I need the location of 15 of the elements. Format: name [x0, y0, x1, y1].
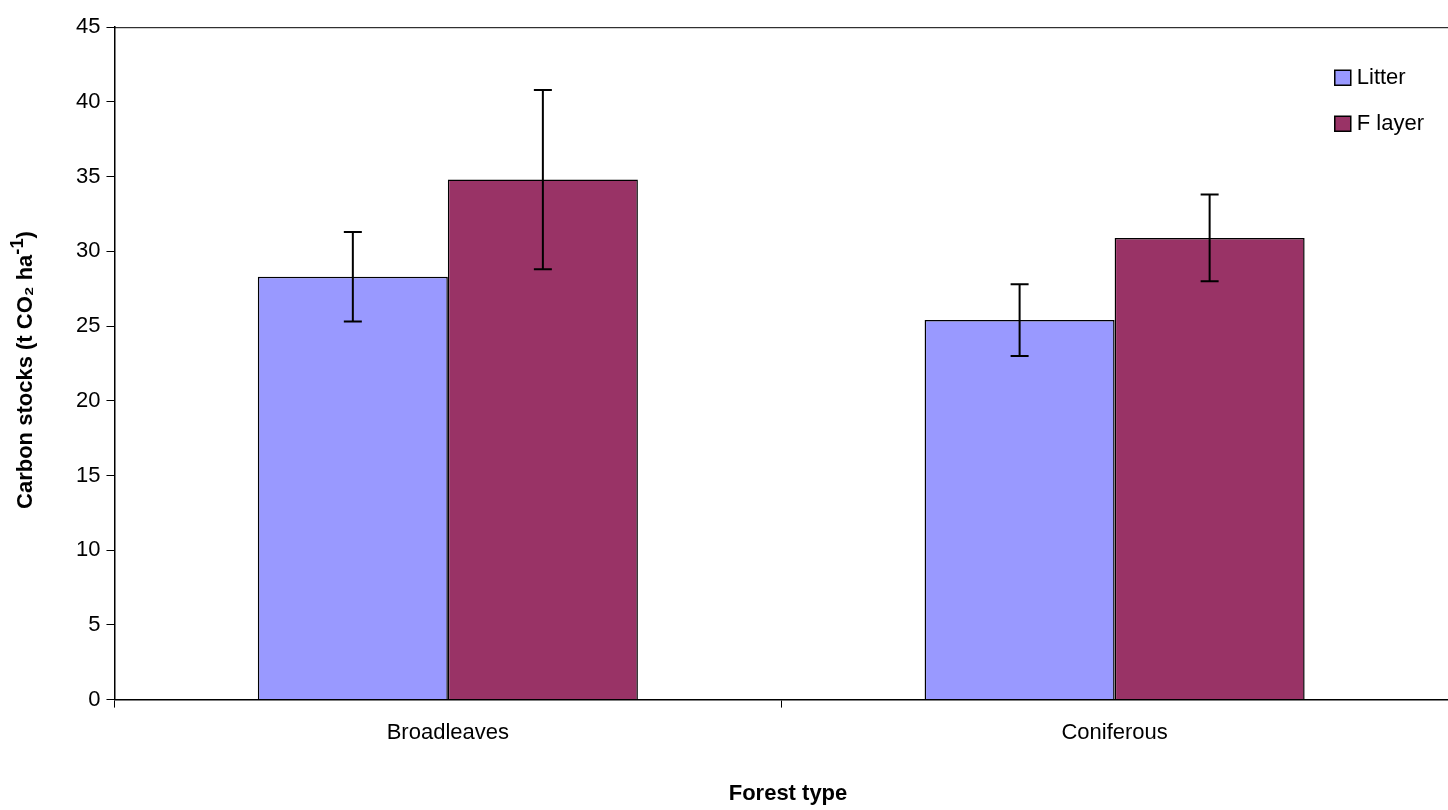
y-tick-label: 15: [75, 461, 101, 487]
x-tick-label: Coniferous: [1061, 718, 1168, 744]
y-tick-label: 45: [75, 13, 101, 39]
x-tick-label: Broadleaves: [386, 718, 510, 744]
y-tick-label: 0: [88, 685, 101, 711]
y-tick-label: 25: [75, 312, 101, 338]
y-tick-label: 40: [75, 87, 101, 113]
y-tick-label: 10: [75, 536, 101, 562]
legend-label: Litter: [1356, 64, 1406, 90]
x-axis-title: Forest type: [727, 780, 849, 806]
y-tick-label: 5: [88, 610, 101, 636]
legend-label: F layer: [1356, 110, 1425, 136]
y-tick-label: 35: [75, 162, 101, 188]
y-tick-label: 20: [75, 386, 101, 412]
y-tick-label: 30: [75, 237, 101, 263]
